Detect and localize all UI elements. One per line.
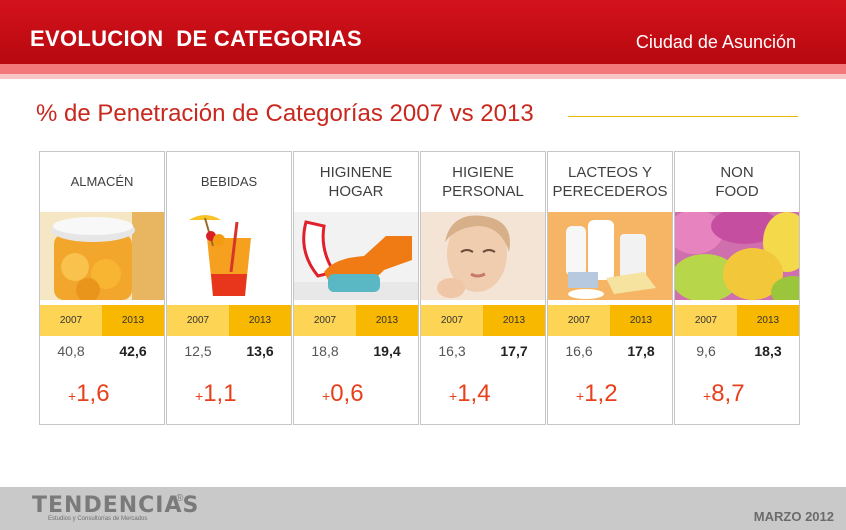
year-2013: 2013 [229, 305, 291, 336]
year-2013: 2013 [610, 305, 672, 336]
value-2007: 16,6 [565, 343, 593, 359]
value-2007: 12,5 [184, 343, 212, 359]
logo-wordmark: TENDENCIAS [32, 493, 200, 518]
header-stripe-light [0, 74, 846, 79]
cleaning-glove-photo [294, 212, 418, 300]
years-row: 2007 2013 [421, 305, 545, 336]
delta-value: +0,6 [322, 380, 364, 407]
logo-tagline: Estudios y Consultorías de Mercados [48, 516, 148, 522]
category-name: NON FOOD [715, 163, 759, 201]
year-2007: 2007 [294, 305, 356, 336]
category-card-lacteos: LACTEOS Y PERECEDEROS 2007 2013 16,6 17,… [547, 151, 673, 425]
colored-candies-photo [675, 212, 799, 300]
dairy-products-photo [548, 212, 672, 300]
registered-mark-icon: ® [176, 493, 184, 504]
value-2007: 9,6 [696, 343, 716, 359]
delta-value: +1,1 [195, 380, 237, 407]
cocktail-drink-photo [167, 212, 291, 300]
header-stripe [0, 64, 846, 74]
category-name: BEBIDAS [200, 173, 258, 189]
value-2013: 18,3 [754, 343, 782, 359]
category-card-almacen: ALMACÉN 2007 2013 40,8 42,6 +1,6 [39, 151, 165, 425]
year-2007: 2007 [675, 305, 737, 336]
category-card-non-food: NON FOOD 2007 2013 9,6 18,3 +8,7 [674, 151, 800, 425]
delta-value: +1,2 [576, 380, 618, 407]
year-2007: 2007 [167, 305, 229, 336]
category-name: LACTEOS Y PERECEDEROS [552, 163, 668, 201]
year-2007: 2007 [40, 305, 102, 336]
category-card-higiene-personal: HIGIENE PERSONAL 2007 2013 16,3 17,7 +1,… [420, 151, 546, 425]
year-2013: 2013 [102, 305, 164, 336]
header-bar: EVOLUCION DE CATEGORIAS Ciudad de Asunci… [0, 0, 846, 64]
footer-date: MARZO 2012 [753, 509, 834, 524]
value-2013: 42,6 [119, 343, 147, 359]
page-title: EVOLUCION DE CATEGORIAS [30, 26, 362, 51]
city-label: Ciudad de Asunción [635, 32, 796, 52]
category-card-bebidas: BEBIDAS 2007 2013 12,5 13,6 +1,1 [166, 151, 292, 425]
year-2007: 2007 [548, 305, 610, 336]
slide-subtitle: % de Penetración de Categorías 2007 vs 2… [36, 100, 534, 127]
year-2007: 2007 [421, 305, 483, 336]
tendencias-logo: TENDENCIAS ® Estudios y Consultorías de … [18, 489, 198, 527]
woman-face-photo [421, 212, 545, 300]
years-row: 2007 2013 [675, 305, 799, 336]
footer-bar [0, 487, 846, 530]
value-2013: 17,7 [500, 343, 528, 359]
category-card-higiene-hogar: HIGINENE HOGAR 2007 2013 18,8 19,4 +0,6 [293, 151, 419, 425]
years-row: 2007 2013 [40, 305, 164, 336]
value-2007: 16,3 [438, 343, 466, 359]
subtitle-divider [568, 116, 798, 117]
year-2013: 2013 [737, 305, 799, 336]
delta-value: +8,7 [703, 380, 745, 407]
years-row: 2007 2013 [167, 305, 291, 336]
value-2013: 19,4 [373, 343, 401, 359]
category-name: HIGINENE HOGAR [319, 163, 393, 201]
value-2013: 17,8 [627, 343, 655, 359]
years-row: 2007 2013 [548, 305, 672, 336]
years-row: 2007 2013 [294, 305, 418, 336]
jar-of-fruit-photo [40, 212, 164, 300]
delta-value: +1,4 [449, 380, 491, 407]
category-name: HIGIENE PERSONAL [442, 163, 524, 201]
value-2007: 18,8 [311, 343, 339, 359]
category-name: ALMACÉN [70, 173, 134, 189]
value-2007: 40,8 [57, 343, 85, 359]
year-2013: 2013 [356, 305, 418, 336]
value-2013: 13,6 [246, 343, 274, 359]
delta-value: +1,6 [68, 380, 110, 407]
year-2013: 2013 [483, 305, 545, 336]
